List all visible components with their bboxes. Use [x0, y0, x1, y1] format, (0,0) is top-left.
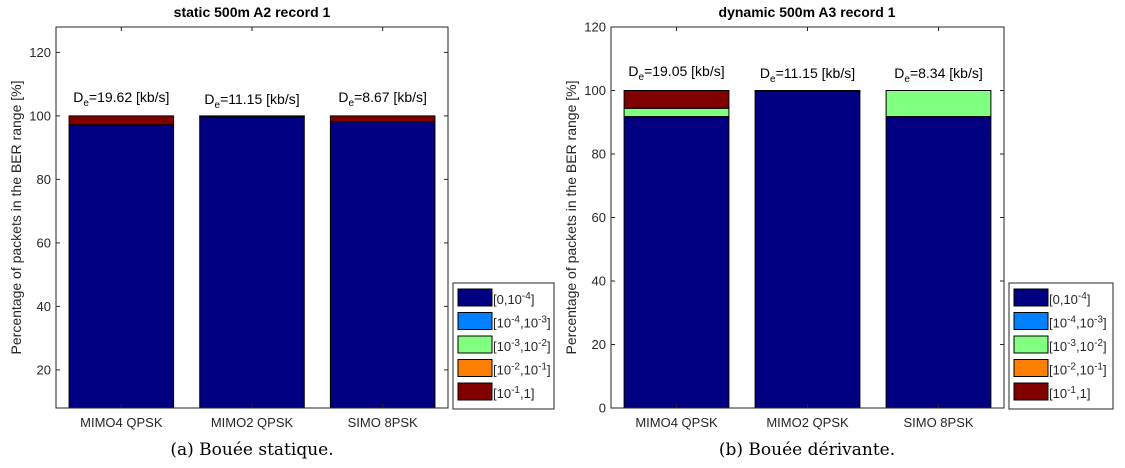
rate-annotation: De=19.05 [kb/s]: [628, 63, 724, 83]
bar-segment: [329, 121, 436, 409]
x-tick-label: MIMO2 QPSK: [211, 415, 294, 430]
y-tick-label: 120: [584, 20, 606, 35]
figure-caption: (b) Bouée dérivante.: [719, 440, 895, 460]
legend-swatch: [1013, 359, 1049, 377]
rate-annotation: De=8.34 [kb/s]: [894, 65, 982, 85]
legend-swatch: [457, 288, 493, 307]
bar-segment: [754, 90, 861, 92]
legend-swatch: [1013, 312, 1049, 330]
legend: [0,10-4] [10-4,10-3] [10-3,10-2] [10-2,10-1…: [452, 282, 555, 410]
y-tick-label: 40: [37, 299, 51, 314]
legend-swatch: [1013, 382, 1049, 401]
figure-caption: (a) Bouée statique.: [170, 440, 333, 460]
x-tick-label: MIMO4 QPSK: [80, 415, 163, 430]
legend-swatch: [457, 382, 493, 401]
legend-label: [10-1,1]: [1049, 385, 1090, 401]
bar-segment: [199, 116, 305, 409]
legend-swatch: [457, 359, 493, 377]
rate-annotation: De=19.62 [kb/s]: [73, 89, 169, 109]
y-tick-label: 20: [592, 337, 606, 352]
bar-segment: [885, 90, 992, 118]
chart-2: MIMO4 QPSK De=19.05 [kb/s] MIMO2 QPSK De=11…: [563, 4, 1114, 460]
y-tick-label: 60: [37, 235, 51, 250]
legend: [0,10-4] [10-4,10-3] [10-3,10-2] [10-2,10-1…: [1008, 282, 1114, 410]
bar-segment: [329, 115, 436, 123]
chart-title: dynamic 500m A3 record 1: [719, 4, 896, 20]
chart-1: MIMO4 QPSK De=19.62 [kb/s] MIMO2 QPSK De=11…: [8, 4, 555, 460]
y-axis-label: Percentage of packets in the BER range […: [563, 81, 579, 355]
legend-swatch: [457, 312, 493, 330]
legend-swatch: [1013, 335, 1049, 354]
y-tick-label: 80: [592, 147, 606, 162]
bar-segment: [885, 116, 992, 409]
legend-label: [10-3,10-2]: [493, 338, 551, 354]
rate-annotation: De=8.67 [kb/s]: [338, 89, 426, 109]
y-tick-label: 60: [592, 210, 606, 225]
legend-label: [0,10-4]: [493, 291, 534, 307]
legend-label: [10-2,10-1]: [1049, 362, 1107, 378]
legend-swatch: [457, 335, 493, 354]
x-tick-label: SIMO 8PSK: [903, 415, 973, 430]
bar-segment: [68, 124, 175, 409]
bar-segment: [199, 115, 305, 118]
legend-label: [10-3,10-2]: [1049, 338, 1107, 354]
rate-annotation: De=11.15 [kb/s]: [204, 91, 299, 111]
y-axis-label: Percentage of packets in the BER range […: [8, 81, 24, 355]
legend-swatch: [1013, 288, 1049, 307]
legend-label: [0,10-4]: [1049, 291, 1090, 307]
y-tick-label: 0: [599, 401, 606, 416]
bar-segment: [754, 90, 861, 409]
legend-label: [10-4,10-3]: [1049, 315, 1107, 331]
y-tick-label: 20: [37, 362, 51, 377]
bar-segment: [68, 115, 175, 126]
axes-frame: [610, 26, 1005, 409]
y-tick-label: 100: [29, 108, 51, 123]
rate-annotation: De=11.15 [kb/s]: [760, 65, 855, 85]
axes-frame: [55, 26, 449, 409]
bar-segment: [623, 90, 730, 109]
x-tick-label: MIMO4 QPSK: [635, 415, 718, 430]
y-tick-label: 80: [37, 172, 51, 187]
bar-segment: [623, 116, 730, 409]
y-tick-label: 100: [584, 83, 606, 98]
x-tick-label: SIMO 8PSK: [348, 415, 418, 430]
y-tick-label: 40: [592, 274, 606, 289]
legend-label: [10-4,10-3]: [493, 315, 551, 331]
chart-title: static 500m A2 record 1: [174, 4, 331, 20]
x-tick-label: MIMO2 QPSK: [766, 415, 849, 430]
legend-label: [10-1,1]: [493, 385, 534, 401]
bar-segment: [623, 107, 730, 118]
y-tick-label: 120: [29, 45, 51, 60]
legend-label: [10-2,10-1]: [493, 362, 551, 378]
